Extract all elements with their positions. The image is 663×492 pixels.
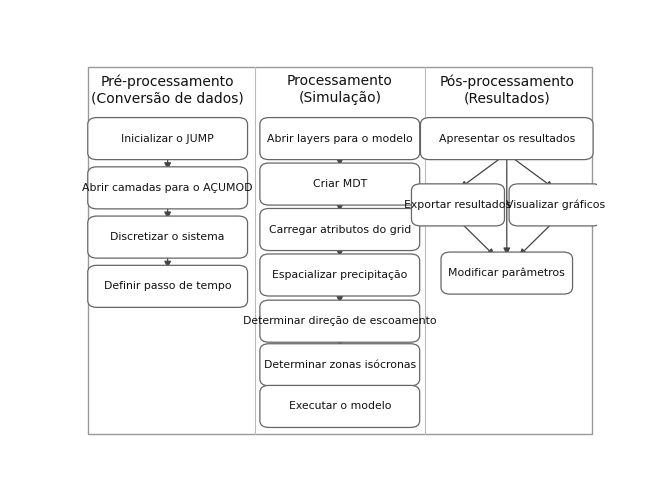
FancyBboxPatch shape: [260, 254, 420, 296]
FancyBboxPatch shape: [260, 300, 420, 342]
Text: Espacializar precipitação: Espacializar precipitação: [272, 270, 408, 280]
FancyBboxPatch shape: [88, 265, 247, 308]
FancyBboxPatch shape: [88, 66, 591, 434]
Text: Inicializar o JUMP: Inicializar o JUMP: [121, 134, 214, 144]
FancyBboxPatch shape: [420, 118, 593, 159]
FancyBboxPatch shape: [88, 167, 247, 209]
FancyBboxPatch shape: [260, 209, 420, 250]
FancyBboxPatch shape: [260, 118, 420, 159]
Text: Executar o modelo: Executar o modelo: [288, 401, 391, 411]
Text: Exportar resultados: Exportar resultados: [404, 200, 512, 210]
Text: Definir passo de tempo: Definir passo de tempo: [104, 281, 231, 291]
Text: Processamento
(Simulação): Processamento (Simulação): [287, 74, 392, 105]
Text: Determinar direção de escoamento: Determinar direção de escoamento: [243, 316, 437, 326]
Text: Pré-processamento
(Conversão de dados): Pré-processamento (Conversão de dados): [91, 74, 244, 106]
Text: Visualizar gráficos: Visualizar gráficos: [506, 200, 605, 210]
Text: Pós-processamento
(Resultados): Pós-processamento (Resultados): [440, 74, 574, 106]
FancyBboxPatch shape: [412, 184, 505, 226]
Text: Criar MDT: Criar MDT: [313, 179, 367, 189]
Text: Abrir camadas para o AÇUMOD: Abrir camadas para o AÇUMOD: [82, 183, 253, 193]
Text: Discretizar o sistema: Discretizar o sistema: [111, 232, 225, 242]
FancyBboxPatch shape: [260, 163, 420, 205]
FancyBboxPatch shape: [509, 184, 602, 226]
Text: Apresentar os resultados: Apresentar os resultados: [439, 134, 575, 144]
FancyBboxPatch shape: [260, 344, 420, 386]
Text: Modificar parâmetros: Modificar parâmetros: [448, 268, 565, 278]
FancyBboxPatch shape: [88, 216, 247, 258]
Text: Carregar atributos do grid: Carregar atributos do grid: [269, 224, 411, 235]
Text: Determinar zonas isócronas: Determinar zonas isócronas: [264, 360, 416, 370]
FancyBboxPatch shape: [260, 385, 420, 428]
Text: Abrir layers para o modelo: Abrir layers para o modelo: [267, 134, 412, 144]
FancyBboxPatch shape: [441, 252, 573, 294]
FancyBboxPatch shape: [88, 118, 247, 159]
